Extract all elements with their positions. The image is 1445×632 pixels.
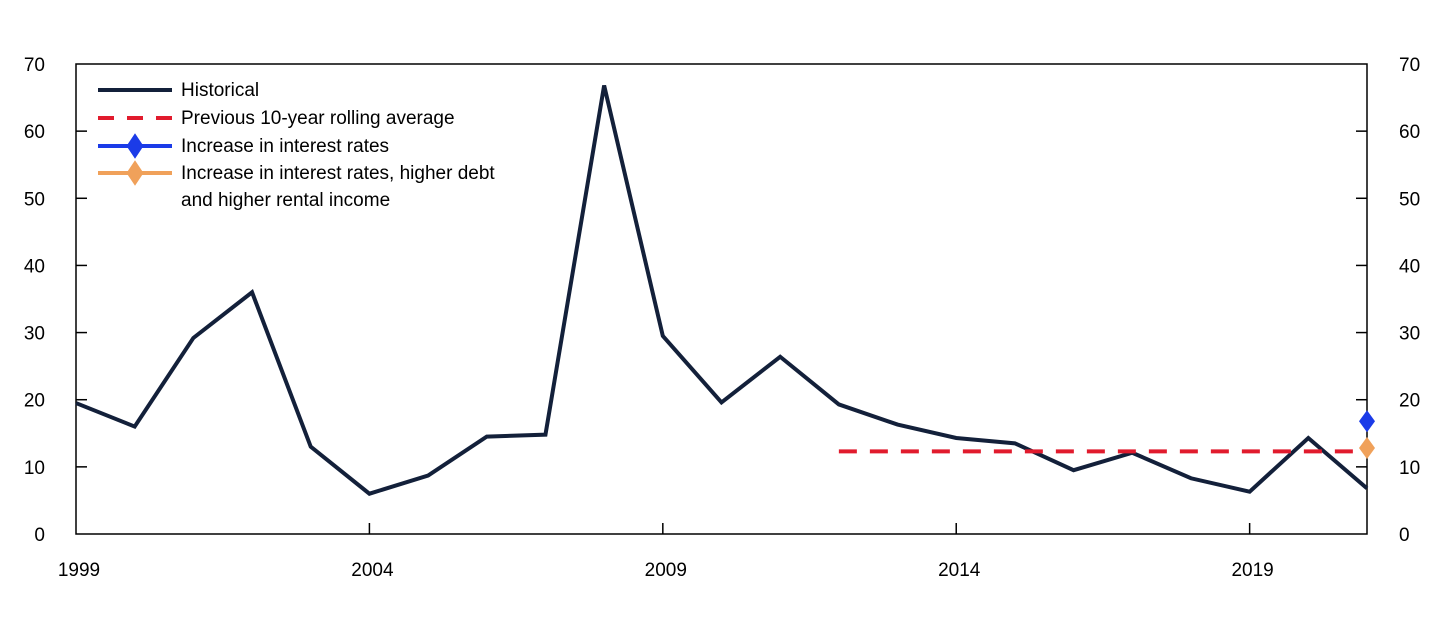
x-axis-tick-label: 1999 [58, 560, 100, 581]
orange-diamond-icon [126, 160, 144, 186]
x-axis-tick-label: 2009 [645, 560, 687, 581]
legend-item-interest-debt-rental: Increase in interest rates, higher debt … [98, 160, 497, 214]
legend-label-rolling-average: Previous 10-year rolling average [181, 107, 455, 129]
interest-rates-swatch [98, 133, 172, 159]
y-axis-tick-label-right: 50 [1399, 189, 1420, 210]
scenario-diamond-marker [1359, 437, 1375, 460]
y-axis-tick-label-left: 30 [24, 324, 45, 345]
y-axis-tick-label-right: 0 [1399, 525, 1410, 546]
y-axis-tick-label-left: 10 [24, 458, 45, 479]
plot-frame [75, 63, 1368, 535]
historical-line [75, 85, 1369, 496]
x-axis-tick-label: 2014 [938, 560, 981, 581]
y-axis-tick-label-left: 70 [24, 55, 45, 76]
rolling-average-dash-swatch [98, 116, 172, 120]
y-axis-tick-label-left: 20 [24, 391, 45, 412]
legend-label-interest-rates: Increase in interest rates [181, 135, 390, 157]
x-axis-tick-label: 2019 [1231, 560, 1273, 581]
y-axis-tick-label-left: 60 [24, 122, 45, 143]
y-axis-tick-label-left: 40 [24, 256, 45, 277]
y-axis-tick-label-left: 50 [24, 189, 45, 210]
x-axis-tick-label: 2004 [351, 560, 394, 581]
interest-debt-rental-swatch [98, 160, 172, 186]
legend-item-historical: Historical [98, 76, 497, 104]
y-axis-tick-label-right: 40 [1399, 256, 1420, 277]
legend-label-interest-debt-rental: Increase in interest rates, higher debt … [181, 163, 495, 211]
legend-item-interest-rates: Increase in interest rates [98, 132, 497, 160]
y-axis-tick-label-left: 0 [34, 525, 45, 546]
y-axis-tick-label-right: 10 [1399, 458, 1420, 479]
legend-item-rolling-average: Previous 10-year rolling average [98, 104, 497, 132]
y-axis-tick-label-right: 30 [1399, 324, 1420, 345]
legend-label-historical: Historical [181, 79, 260, 101]
y-axis-tick-label-right: 60 [1399, 122, 1420, 143]
y-axis-tick-label-right: 20 [1399, 391, 1420, 412]
y-axis-tick-label-right: 70 [1399, 55, 1420, 76]
historical-line-swatch [98, 88, 172, 92]
scenario-diamond-marker [1359, 410, 1375, 433]
legend: Historical Previous 10-year rolling aver… [98, 76, 497, 214]
blue-diamond-icon [126, 133, 144, 159]
